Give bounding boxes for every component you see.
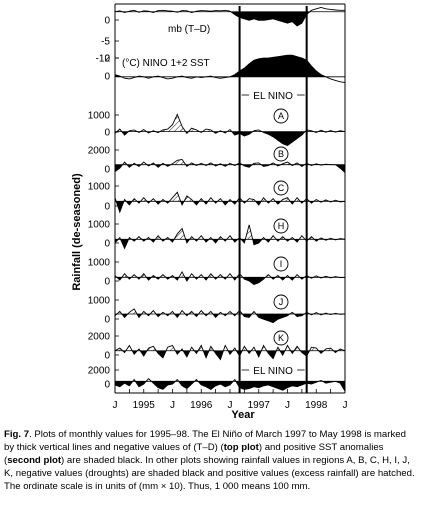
positive-hatch (116, 114, 346, 132)
y-tick-label: 0 (104, 380, 110, 391)
panel-b: 2000 0 B (88, 146, 346, 176)
positive-hatch (116, 308, 339, 314)
y-tick-label: 0 (104, 72, 110, 83)
x-tick-label: 1996 (190, 400, 213, 411)
y-tick-label: 2000 (88, 146, 111, 157)
y-tick-label: 2 (104, 54, 110, 65)
region-label-b: B (278, 149, 284, 159)
series-line (114, 113, 346, 146)
positive-hatch (132, 378, 323, 382)
caption-bold-1: top plot (223, 442, 259, 453)
x-tick-label: 1995 (133, 400, 156, 411)
x-tick-label: 1998 (305, 400, 328, 411)
y-tick-label: 2000 (88, 332, 111, 343)
panel-nino-1-2-sst: 2 0 (°C) NINO 1+2 SST (104, 54, 346, 84)
positive-fill (115, 55, 326, 77)
negative-fill (115, 131, 338, 146)
region-label-circle (273, 108, 289, 124)
series-line (114, 6, 345, 27)
caption-fig-label: Fig. 7 (4, 429, 30, 440)
region-label-c: C (278, 183, 285, 193)
y-tick-label: 1000 (88, 220, 111, 231)
negative-fill (115, 239, 338, 249)
region-label-circle (273, 146, 289, 162)
y-tick-label: 0 (104, 239, 110, 250)
region-label-i: I (280, 259, 283, 269)
y-tick-label: 0 (104, 351, 110, 362)
region-label-circle (273, 330, 289, 346)
y-tick-label: 0 (104, 202, 110, 213)
region-label-circle (273, 218, 289, 234)
region-label-k: K (278, 333, 284, 343)
el-nino-top-marker: EL NINO (241, 91, 305, 102)
y-tick-label: 1000 (88, 296, 111, 307)
region-label-j: J (279, 297, 284, 307)
y-tick-label: 0 (104, 128, 110, 139)
panel-label-mb: mb (T–D) (168, 24, 210, 35)
panel-label-sst: (°C) NINO 1+2 SST (122, 58, 210, 69)
series-line (114, 158, 346, 173)
y-tick-label: 0 (104, 16, 110, 27)
region-label-circle (273, 256, 289, 272)
x-tick-label: J (285, 400, 290, 411)
positive-hatch (122, 159, 336, 165)
y-tick-label: -5 (101, 37, 110, 48)
caption-text-1: . Plots of monthly values for 1995–98. T… (4, 429, 406, 453)
el-nino-bottom-marker: EL NINO (241, 366, 305, 377)
y-tick-label: 1000 (88, 182, 111, 193)
y-tick-label: 0 (104, 277, 110, 288)
y-tick-label: 0 (104, 165, 110, 176)
negative-fill (116, 277, 346, 285)
series-line (114, 191, 346, 214)
y-tick-label: 1000 (88, 258, 111, 269)
positive-hatch (115, 192, 339, 202)
caption-text-3: ) are shaded black. In other plots showi… (4, 455, 415, 492)
caption-bold-2: second plot (7, 455, 62, 466)
y-tick-label: 2000 (88, 366, 111, 377)
x-tick-label: J (170, 400, 175, 411)
caption-text-2: ) and positive SST anomalies ( (4, 442, 384, 466)
region-label-h: H (278, 221, 285, 231)
y-tick-label: 0 (104, 315, 110, 326)
series-line (114, 308, 346, 324)
positive-hatch (115, 345, 345, 351)
figure-caption: Fig. 7. Plots of monthly values for 1995… (4, 428, 416, 493)
x-tick-label: J (343, 400, 348, 411)
negative-fill (122, 350, 338, 360)
x-tick-label: 1997 (248, 400, 271, 411)
positive-hatch (115, 271, 339, 278)
el-nino-top-label: EL NINO (253, 91, 293, 102)
negative-fill (122, 11, 310, 26)
region-label-circle (273, 294, 289, 310)
region-label-a: A (278, 111, 284, 121)
y-axis-label: Rainfall (de-seasoned) (71, 173, 83, 291)
region-label-circle (273, 180, 289, 196)
y-tick-label: -10 (96, 54, 111, 65)
el-nino-bottom-label: EL NINO (253, 366, 293, 377)
x-tick-label: J (228, 400, 233, 411)
x-axis-label: Year (231, 409, 255, 421)
y-tick-label: 1000 (88, 111, 111, 122)
x-tick-label: J (113, 400, 118, 411)
